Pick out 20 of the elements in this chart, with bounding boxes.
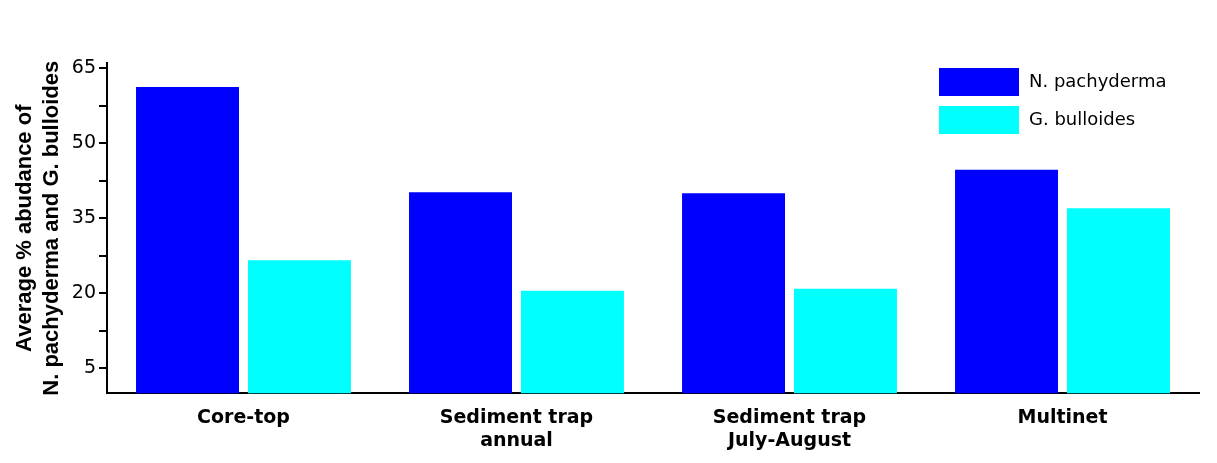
bar <box>136 87 239 394</box>
bar <box>409 192 513 394</box>
bar <box>520 290 624 394</box>
x-tick-label: Sediment trap July-August <box>712 404 867 450</box>
y-tick-label: 20 <box>71 280 96 303</box>
x-tick-label: Multinet <box>1017 404 1108 427</box>
bar <box>1066 208 1170 394</box>
y-tick-label: 50 <box>71 130 96 153</box>
legend-label: N. pachyderma <box>1029 69 1167 91</box>
y-tick-label: 65 <box>71 54 96 77</box>
bar <box>955 169 1059 394</box>
bar <box>682 193 786 394</box>
legend-label: G. bulloides <box>1029 107 1136 129</box>
bar <box>793 288 897 394</box>
x-tick-label: Core-top <box>197 404 290 427</box>
y-tick-label: 35 <box>71 205 96 228</box>
y-tick-label: 5 <box>83 355 96 378</box>
y-axis-title: Average % abudance of N. pachyderma and G. bulloides <box>11 60 63 396</box>
x-tick-label: Sediment trap annual <box>439 404 594 450</box>
bar <box>247 260 351 394</box>
